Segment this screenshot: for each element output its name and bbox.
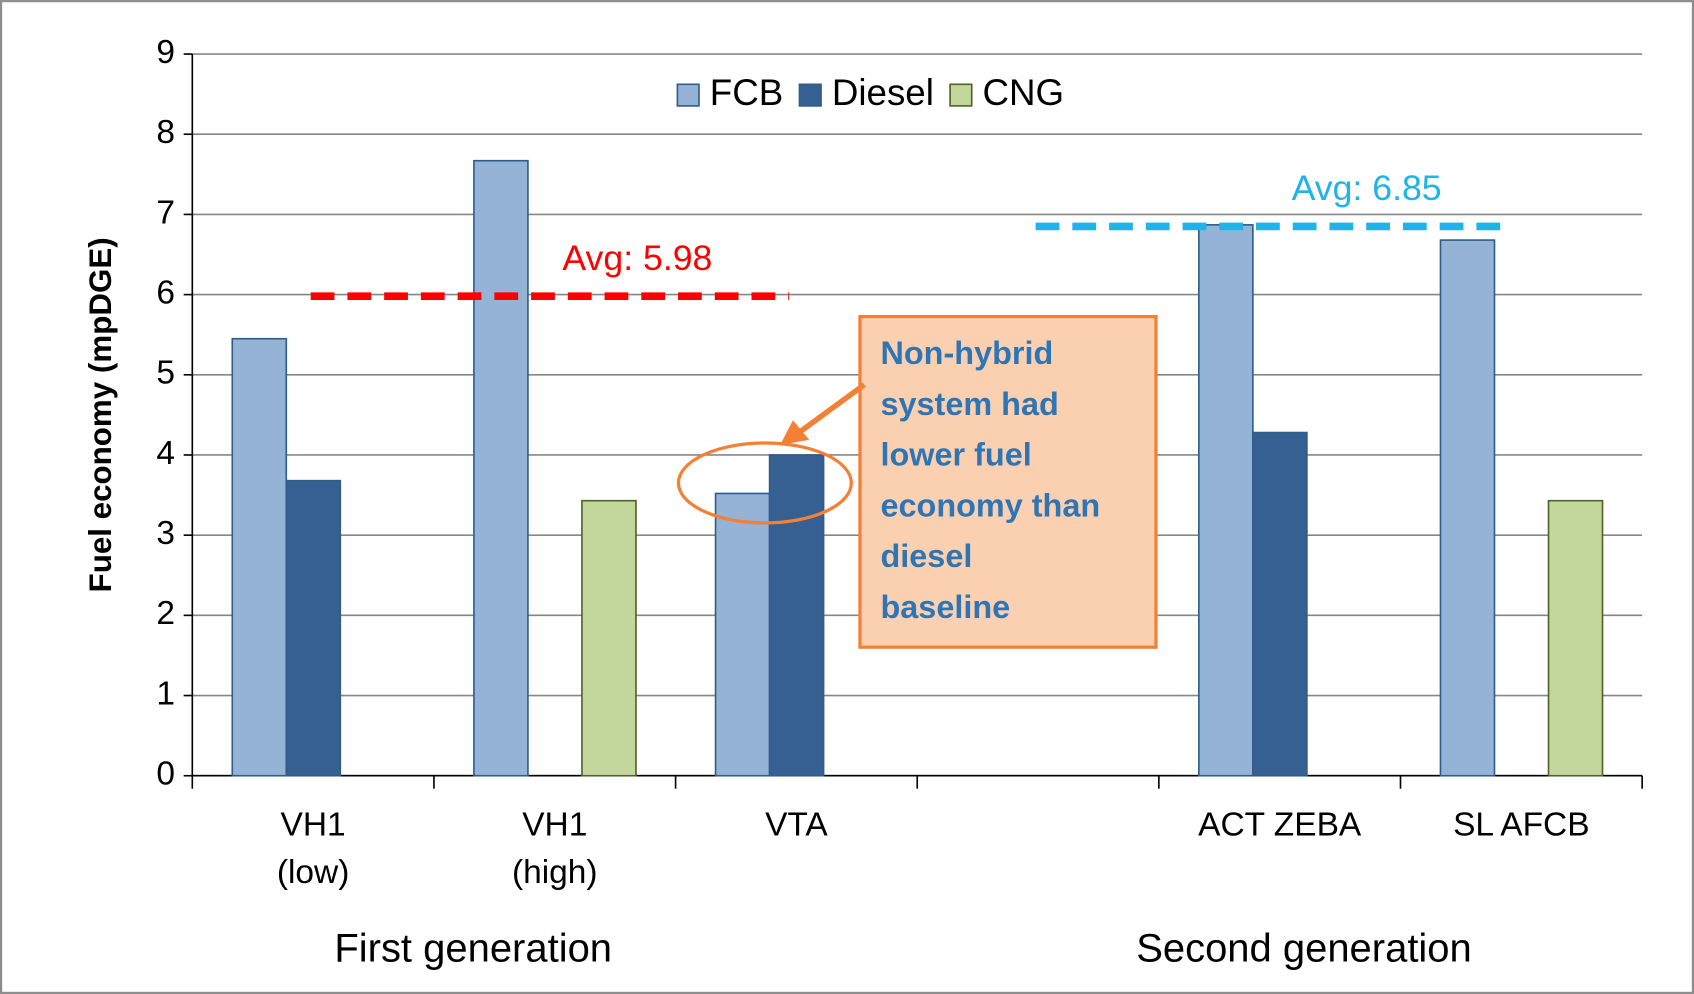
callout-text: lower fuel [880, 437, 1031, 473]
callout-text: baseline [880, 589, 1010, 625]
y-tick-label: 1 [156, 675, 175, 712]
x-tick-label: VTA [765, 806, 828, 843]
callout-text: Non-hybrid [880, 335, 1053, 371]
label-line: (high) [512, 854, 598, 891]
average-label: Avg: 6.85 [1292, 168, 1442, 208]
bar [285, 479, 342, 777]
legend-swatch [949, 83, 973, 107]
y-tick-label: 3 [156, 515, 175, 552]
callout-text: economy than [880, 487, 1100, 523]
average-label: Avg: 5.98 [562, 238, 712, 278]
y-tick-label: 2 [156, 595, 175, 632]
x-tick-label: VH1 (low) [277, 806, 350, 891]
bar [768, 454, 825, 777]
y-tick-label: 9 [156, 34, 175, 71]
arrow-head [780, 420, 810, 446]
label-line: VH1 [281, 806, 346, 843]
callout-arrow [797, 382, 866, 435]
legend-label: CNG [983, 72, 1065, 113]
label-line: VTA [765, 806, 828, 843]
marks [231, 159, 1604, 777]
x-tick-label: ACT ZEBA [1198, 806, 1362, 843]
bar [581, 499, 637, 777]
group-label: First generation [334, 926, 612, 970]
y-tick-label: 8 [156, 114, 175, 151]
y-tick-label: 7 [156, 194, 175, 231]
legend-label: FCB [710, 72, 783, 113]
label-line: VH1 [522, 806, 587, 843]
bar [473, 159, 529, 777]
y-tick-label: 5 [156, 355, 175, 392]
legend-swatch [798, 83, 822, 107]
label-line: SL AFCB [1453, 806, 1589, 843]
bar [1439, 239, 1496, 777]
label-line: (low) [277, 854, 350, 891]
bar [1547, 499, 1604, 777]
callout-box [858, 314, 1158, 649]
y-axis-title: Fuel economy (mpDGE) [83, 237, 118, 592]
callout-text: system had [880, 386, 1058, 422]
legend-label: Diesel [832, 72, 934, 113]
x-tick-label: SL AFCB [1453, 806, 1589, 843]
bar [1198, 224, 1254, 777]
y-tick-label: 0 [156, 756, 175, 793]
highlight-ellipse [676, 441, 853, 525]
overlay: Avg: 5.98 Avg: 6.85 FCB Diesel CNG Non-hybrid… [310, 72, 1512, 649]
legend-swatch [676, 83, 700, 107]
group-label: Second generation [1136, 926, 1472, 970]
x-tick-label: VH1 (high) [512, 806, 598, 891]
y-tick-label: 4 [156, 435, 175, 472]
bar [1252, 431, 1308, 777]
label-line: ACT ZEBA [1198, 806, 1362, 843]
bar [714, 492, 771, 777]
bar [231, 337, 288, 777]
callout-text: diesel [880, 538, 972, 574]
y-tick-label: 6 [156, 274, 175, 311]
